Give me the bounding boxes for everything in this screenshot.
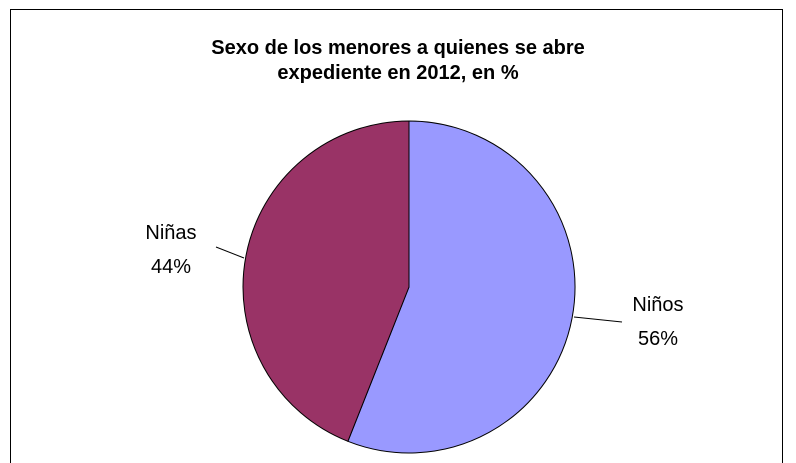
data-label-ninos-value: 56% bbox=[638, 328, 678, 350]
data-label-ninas-name: Niñas bbox=[145, 222, 196, 244]
chart-title-line-1: Sexo de los menores a quienes se abre bbox=[211, 37, 585, 59]
pie-slice-ninas bbox=[242, 120, 410, 442]
leader-line-ninas bbox=[215, 246, 245, 259]
data-label-ninas-value: 44% bbox=[151, 256, 191, 278]
pie-slices bbox=[242, 120, 576, 454]
chart-title-line-2: expediente en 2012, en % bbox=[277, 62, 519, 84]
pie-slice-ninos bbox=[347, 120, 576, 454]
data-label-ninos-name: Niños bbox=[632, 294, 683, 316]
leader-lines bbox=[215, 246, 623, 323]
chart-title: Sexo de los menores a quienes se abre ex… bbox=[0, 36, 796, 86]
leader-line-ninos bbox=[573, 316, 623, 323]
